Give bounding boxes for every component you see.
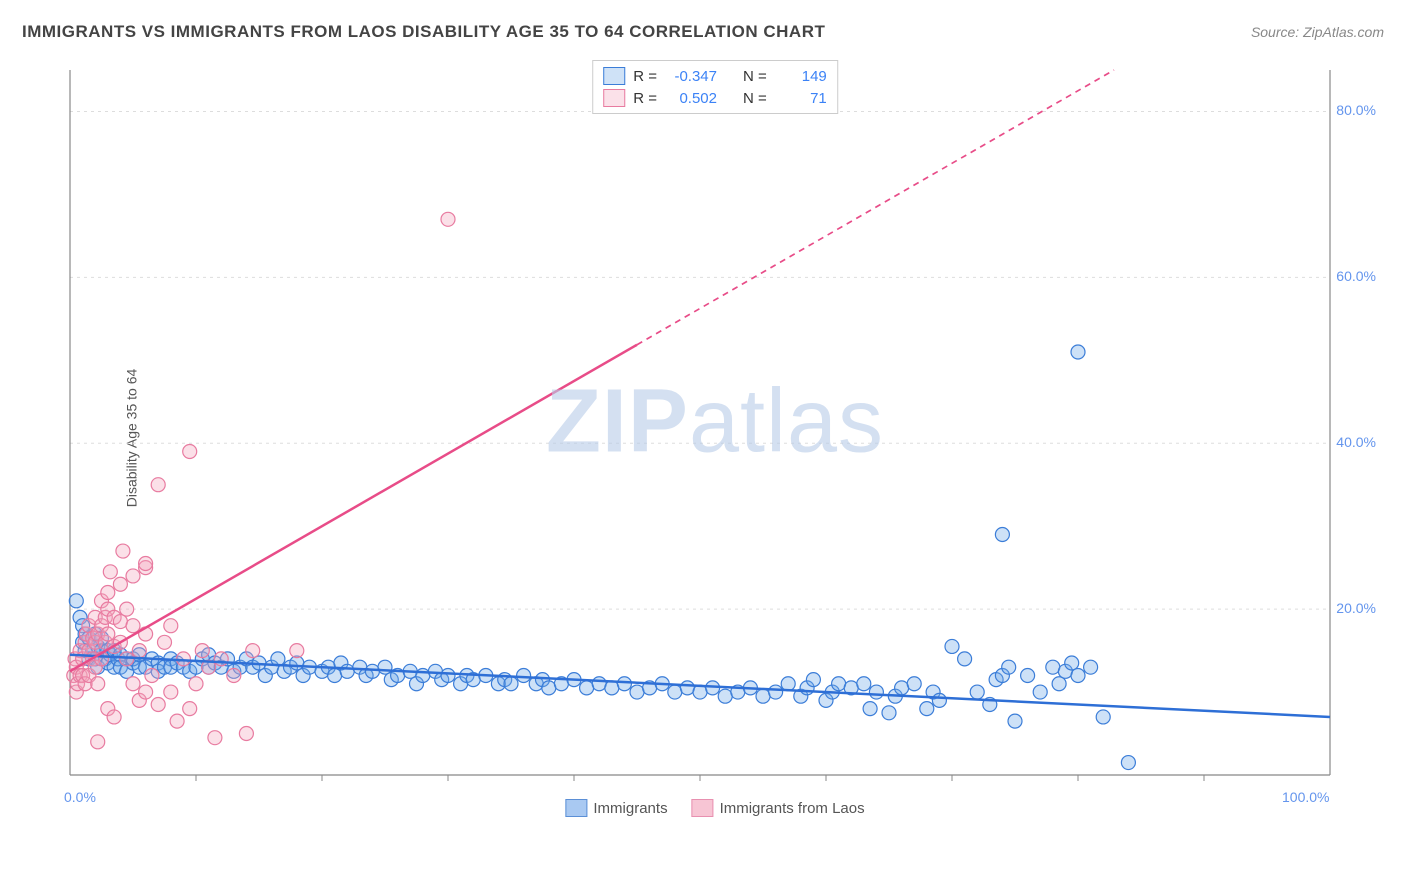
y-tick-label: 40.0% [1336,434,1376,450]
legend-label: Immigrants [593,800,667,817]
n-value: 71 [775,90,827,107]
stats-legend-row: R = -0.347 N = 149 [603,65,827,87]
series-legend: Immigrants Immigrants from Laos [565,799,864,817]
plot-area: Disability Age 35 to 64 ZIPatlas R =-0.3… [50,60,1380,815]
x-tick-label: 100.0% [1282,789,1329,805]
n-label: N = [743,90,767,107]
y-tick-label: 20.0% [1336,600,1376,616]
stats-legend: R = -0.347 N = 149 R = 0.502 N = 71 [592,60,838,114]
y-tick-label: 60.0% [1336,268,1376,284]
stats-legend-row: R = 0.502 N = 71 [603,87,827,109]
source-value: ZipAtlas.com [1303,24,1384,40]
legend-label: Immigrants from Laos [720,800,865,817]
legend-swatch [603,67,625,85]
y-tick-label: 80.0% [1336,102,1376,118]
r-value: -0.347 [665,68,717,85]
source-attribution: Source: ZipAtlas.com [1251,24,1384,40]
series-legend-item: Immigrants from Laos [692,799,865,817]
r-value: 0.502 [665,90,717,107]
source-label: Source: [1251,24,1299,40]
legend-swatch [565,799,587,817]
chart-svg [50,60,1380,815]
n-label: N = [743,68,767,85]
chart-title: IMMIGRANTS VS IMMIGRANTS FROM LAOS DISAB… [22,22,825,42]
r-label: R = [633,68,657,85]
r-label: R = [633,90,657,107]
series-legend-item: Immigrants [565,799,667,817]
legend-swatch [692,799,714,817]
x-tick-label: 0.0% [64,789,96,805]
legend-swatch [603,89,625,107]
n-value: 149 [775,68,827,85]
